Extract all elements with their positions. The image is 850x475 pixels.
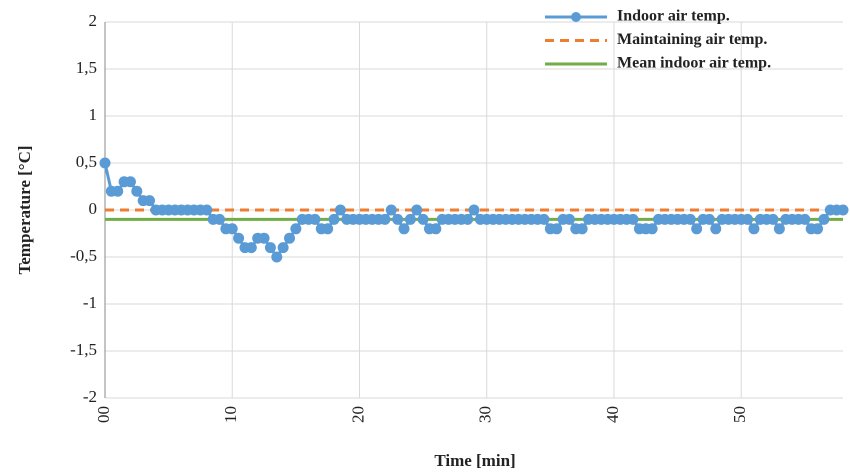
data-point xyxy=(799,213,811,225)
y-tick-label: 0 xyxy=(89,199,98,218)
legend-label: Mean indoor air temp. xyxy=(617,55,771,72)
y-tick-label: 2 xyxy=(89,11,98,30)
y-tick-label: -1,5 xyxy=(70,340,97,359)
y-tick-label: 1,5 xyxy=(76,58,97,77)
data-point xyxy=(277,242,289,254)
data-point xyxy=(411,204,423,216)
data-point xyxy=(462,213,474,225)
data-point xyxy=(392,213,404,225)
data-point xyxy=(563,213,575,225)
data-point xyxy=(837,204,849,216)
data-point xyxy=(226,223,238,235)
y-tick-label: 0,5 xyxy=(76,152,97,171)
data-point xyxy=(576,223,588,235)
x-axis-label: Time [min] xyxy=(434,451,515,470)
x-tick-label: 50 xyxy=(730,406,749,423)
data-point xyxy=(309,213,321,225)
data-point xyxy=(271,251,283,263)
data-point xyxy=(468,204,480,216)
data-point xyxy=(112,185,124,197)
x-tick-label: 30 xyxy=(476,406,495,423)
x-tick-label: 20 xyxy=(348,406,367,423)
data-point xyxy=(742,213,754,225)
data-point xyxy=(334,204,346,216)
data-point xyxy=(379,213,391,225)
data-point xyxy=(284,232,295,244)
data-point xyxy=(646,223,658,235)
y-tick-label: 1 xyxy=(89,105,98,124)
data-point xyxy=(538,213,550,225)
legend-label: Maintaining air temp. xyxy=(617,31,767,48)
data-point xyxy=(818,213,830,225)
x-tick-label: 00 xyxy=(94,406,113,423)
data-point xyxy=(99,157,111,169)
data-point xyxy=(767,213,779,225)
y-tick-label: -0,5 xyxy=(70,246,97,265)
data-point xyxy=(691,223,703,235)
data-point xyxy=(710,223,722,235)
legend-label: Indoor air temp. xyxy=(617,8,730,25)
data-point xyxy=(233,232,245,244)
data-point xyxy=(144,195,156,207)
data-point xyxy=(328,213,340,225)
data-point xyxy=(430,223,442,235)
data-point xyxy=(417,213,429,225)
x-tick-label: 40 xyxy=(603,406,622,423)
data-point xyxy=(124,176,136,188)
y-axis-label: Temperature [°C] xyxy=(15,145,34,274)
data-point xyxy=(264,242,276,254)
data-point xyxy=(748,223,760,235)
data-point xyxy=(684,213,696,225)
data-point xyxy=(627,213,639,225)
y-tick-label: -2 xyxy=(83,387,97,406)
data-point xyxy=(404,213,416,225)
y-tick-label: -1 xyxy=(83,293,97,312)
data-point xyxy=(773,223,785,235)
data-point xyxy=(385,204,397,216)
data-point xyxy=(131,185,143,197)
data-point xyxy=(214,213,226,225)
data-point xyxy=(703,213,715,225)
x-tick-label: 10 xyxy=(221,406,240,423)
legend-marker xyxy=(571,12,581,22)
data-point xyxy=(290,223,302,235)
data-point xyxy=(258,232,270,244)
data-point xyxy=(322,223,334,235)
data-point xyxy=(812,223,824,235)
data-point xyxy=(245,242,257,254)
data-point xyxy=(201,204,213,216)
data-point xyxy=(551,223,563,235)
data-point xyxy=(398,223,410,235)
